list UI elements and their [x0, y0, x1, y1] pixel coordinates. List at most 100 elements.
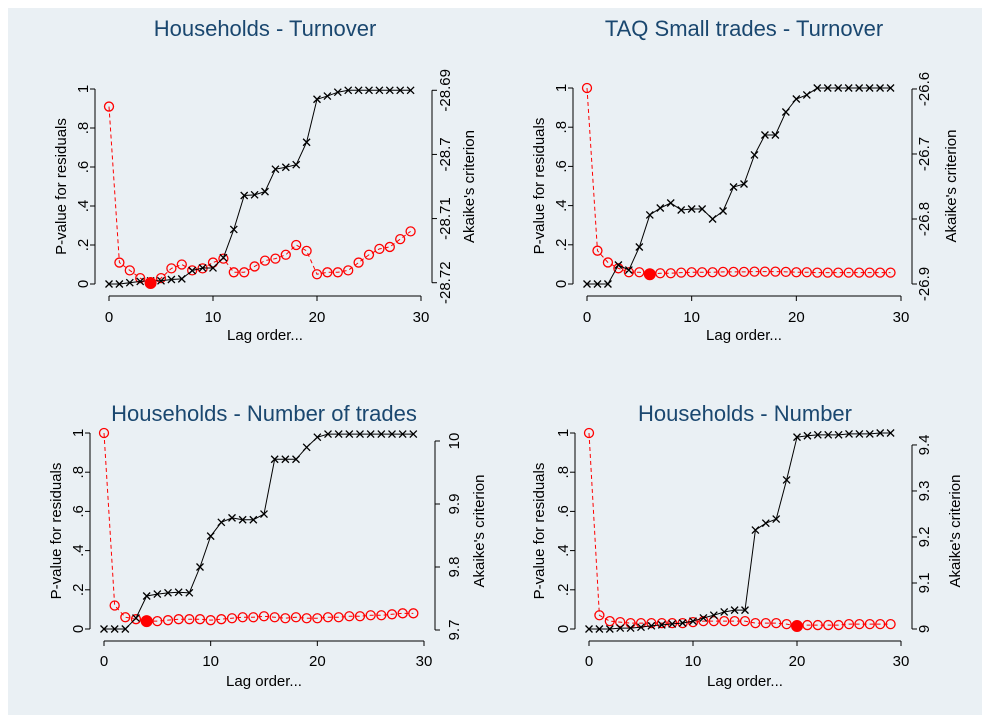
point [250, 190, 259, 199]
point [624, 266, 633, 274]
point [363, 249, 375, 260]
point [103, 101, 115, 112]
point [709, 611, 718, 620]
y-tick-label: 1 [555, 429, 572, 437]
point [226, 613, 238, 624]
x-tick-label: 10 [683, 309, 700, 326]
point [155, 272, 167, 284]
point [647, 621, 656, 630]
point [595, 625, 604, 633]
y2-tick-label: -28.69 [437, 69, 454, 112]
point [269, 612, 280, 623]
point [408, 608, 419, 619]
point [698, 616, 709, 627]
y-tick-label: .6 [555, 505, 572, 518]
point [398, 430, 407, 439]
point [707, 267, 718, 278]
point [802, 90, 811, 99]
series-line [109, 89, 411, 285]
y2-tick-label: -26.6 [916, 72, 933, 106]
point [377, 430, 386, 439]
point [365, 610, 376, 621]
point [740, 180, 748, 188]
point [875, 618, 886, 630]
point [177, 274, 186, 283]
y2-tick-label: -28.7 [437, 137, 454, 171]
x-tick-label: 30 [416, 653, 433, 670]
y2-tick-label: 9.2 [916, 527, 933, 548]
x-tick-label: 30 [413, 309, 430, 326]
point [130, 614, 142, 625]
point [812, 267, 823, 278]
point [592, 245, 603, 256]
point [824, 430, 833, 439]
point [292, 160, 301, 169]
y2-tick-label: -28.72 [437, 261, 454, 304]
point [886, 84, 895, 92]
point [397, 608, 408, 619]
series-line [589, 432, 891, 630]
point [120, 612, 131, 623]
x-tick-label: 20 [789, 653, 806, 670]
y2-axis-label: Akaike's criterion [947, 475, 964, 588]
y-tick-label: .4 [75, 200, 92, 213]
point [738, 266, 750, 277]
point [614, 261, 623, 269]
point [635, 243, 644, 251]
y-tick-label: .8 [75, 122, 92, 135]
point [594, 610, 605, 621]
point [343, 265, 354, 276]
y2-axis-label: Akaike's criterion [461, 130, 478, 243]
y-tick-label: 0 [553, 280, 570, 288]
point [345, 430, 354, 439]
point [780, 266, 792, 277]
y2-tick-label: 9.9 [446, 494, 463, 515]
point [100, 625, 108, 633]
point [771, 131, 780, 139]
point [174, 588, 183, 597]
point [217, 518, 226, 527]
point [865, 84, 874, 92]
y-tick-label: 1 [75, 85, 92, 93]
x-tick-label: 0 [585, 653, 593, 670]
point [844, 84, 853, 92]
point [376, 610, 387, 621]
point [333, 612, 344, 623]
point [855, 429, 864, 438]
point [229, 225, 238, 234]
panel: Households - Number of trades 0 .2 .4 .6 .8 1 P… [48, 401, 488, 690]
y2-tick-label: -26.8 [916, 202, 933, 236]
point [187, 265, 198, 276]
point [719, 207, 728, 215]
point [313, 433, 322, 442]
point [194, 614, 206, 625]
highlight-point [140, 615, 153, 628]
y-tick-label: .4 [70, 544, 87, 557]
point [334, 430, 343, 439]
y-tick-label: .2 [70, 584, 87, 597]
y2-tick-label: 9.8 [446, 557, 463, 578]
point [874, 267, 886, 278]
point [132, 614, 140, 622]
point [324, 430, 332, 439]
point [749, 266, 760, 277]
highlight-point [643, 268, 656, 281]
highlight-point [144, 277, 157, 290]
point [696, 267, 708, 278]
point [135, 272, 146, 284]
point [730, 606, 739, 615]
series-line [104, 433, 414, 630]
point [853, 267, 865, 278]
point [164, 588, 172, 597]
point [354, 86, 363, 95]
point [311, 269, 323, 280]
point [760, 617, 771, 629]
point [699, 613, 708, 622]
point [593, 280, 602, 288]
panel: Households - Turnover 0 .2 .4 .6 .8 1 P-value f… [53, 16, 478, 344]
point [354, 611, 366, 622]
x-tick-label: 20 [788, 309, 805, 326]
y-tick-label: 1 [553, 84, 570, 92]
